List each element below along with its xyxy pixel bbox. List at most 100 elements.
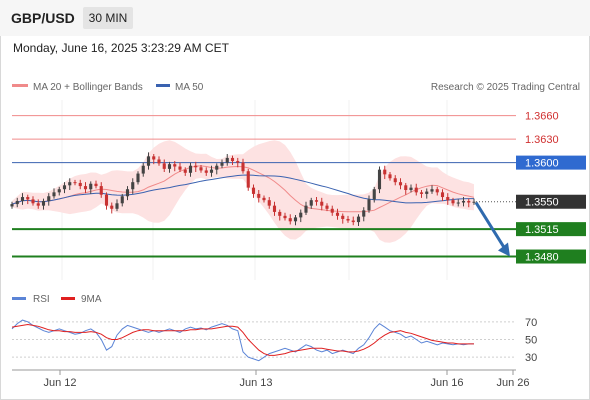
candle-body — [262, 197, 266, 201]
candle-body — [356, 216, 361, 223]
candle-body — [68, 182, 72, 186]
ma50-legend-label: MA 50 — [175, 82, 204, 93]
x-tick-label: Jun 26 — [496, 377, 529, 389]
candle-body — [36, 203, 40, 206]
candle-body — [141, 165, 145, 174]
candle-body — [293, 217, 298, 222]
candle-body — [83, 186, 88, 190]
candle-body — [15, 200, 19, 205]
candle-body — [272, 205, 277, 212]
candle-body — [314, 200, 319, 202]
candle-body — [173, 164, 177, 167]
candle-body — [78, 182, 82, 187]
forecast-arrow-head — [498, 242, 510, 257]
level-label: 1.3600 — [525, 158, 559, 170]
candle-body — [267, 200, 271, 206]
source-label: Research © 2025 Trading Central — [431, 82, 580, 93]
x-tick-label: Jun 12 — [43, 377, 76, 389]
candle-body — [325, 205, 329, 209]
candle-body — [230, 157, 235, 162]
rsi-legend-label: RSI — [33, 294, 50, 305]
candle-body — [204, 170, 208, 173]
candle-body — [341, 215, 345, 219]
candle-body — [20, 197, 25, 201]
candle-body — [199, 167, 203, 171]
x-tick-label: Jun 16 — [430, 377, 463, 389]
candle-body — [26, 197, 30, 200]
timestamp: Monday, June 16, 2025 3:23:29 AM CET — [13, 41, 229, 55]
level-label: 1.3480 — [525, 252, 559, 264]
rsi-tick-label: 50 — [525, 335, 537, 347]
candle-body — [404, 185, 408, 190]
candle-body — [115, 203, 119, 209]
candle-body — [73, 182, 77, 184]
candle-body — [136, 173, 140, 183]
candle-body — [330, 208, 334, 213]
candle-body — [320, 201, 324, 206]
candle-body — [430, 189, 434, 192]
rsi-legend-swatch — [12, 297, 26, 300]
candle-body — [377, 169, 382, 190]
candle-body — [178, 166, 182, 170]
ma50-line — [11, 174, 474, 205]
candle-body — [283, 215, 287, 219]
candle-body — [110, 205, 114, 209]
candle-body — [309, 200, 313, 206]
candle-body — [47, 196, 51, 201]
rsi-line — [11, 319, 474, 362]
level-label: 1.3660 — [525, 111, 559, 123]
symbol-label: GBP/USD — [11, 10, 75, 26]
candle-body — [41, 200, 46, 206]
candle-body — [120, 196, 124, 204]
candle-body — [409, 187, 413, 190]
candle-body — [367, 199, 371, 211]
candle-body — [52, 192, 56, 197]
candle-body — [335, 212, 340, 216]
candle-body — [225, 157, 229, 163]
candle-body — [125, 189, 130, 197]
candle-body — [57, 189, 61, 193]
forecast-arrow-shaft — [474, 201, 508, 252]
level-label-box — [516, 222, 586, 237]
rsi-ma-legend-swatch — [61, 297, 75, 300]
candle-body — [167, 164, 172, 169]
candle-body — [435, 189, 439, 193]
candle-body — [362, 210, 366, 217]
level-label-box — [516, 108, 586, 123]
candle-body — [209, 169, 214, 173]
candle-body — [162, 163, 166, 169]
candle-body — [383, 169, 387, 175]
candle-body — [220, 162, 224, 166]
candle-body — [94, 183, 98, 187]
level-label-box — [516, 132, 586, 147]
candle-body — [62, 185, 67, 190]
candle-body — [10, 204, 14, 207]
candle-body — [461, 200, 466, 203]
level-label-box — [516, 155, 586, 170]
candle-body — [425, 191, 429, 194]
rsi-ma-legend-label: 9MA — [81, 294, 102, 305]
ma20-legend-swatch — [12, 84, 28, 87]
candle-body — [299, 212, 303, 218]
candle-body — [388, 174, 392, 179]
candle-body — [456, 202, 460, 204]
candle-body — [157, 159, 161, 164]
ma50-legend-swatch — [156, 84, 170, 87]
candle-body — [472, 201, 476, 203]
candle-body — [257, 193, 261, 198]
price-label-box — [516, 194, 586, 209]
candle-body — [278, 211, 282, 216]
candle-body — [288, 218, 292, 222]
candle-body — [304, 205, 308, 213]
candle-body — [99, 186, 103, 195]
candle-body — [89, 183, 93, 190]
candle-body — [414, 187, 418, 193]
candle-body — [236, 161, 240, 163]
interval-button[interactable]: 30 MIN — [83, 7, 133, 29]
x-tick-label: Jun 13 — [239, 377, 272, 389]
candle-body — [246, 171, 250, 188]
candle-body — [251, 187, 256, 194]
candle-body — [188, 165, 193, 173]
candle-body — [215, 165, 219, 170]
